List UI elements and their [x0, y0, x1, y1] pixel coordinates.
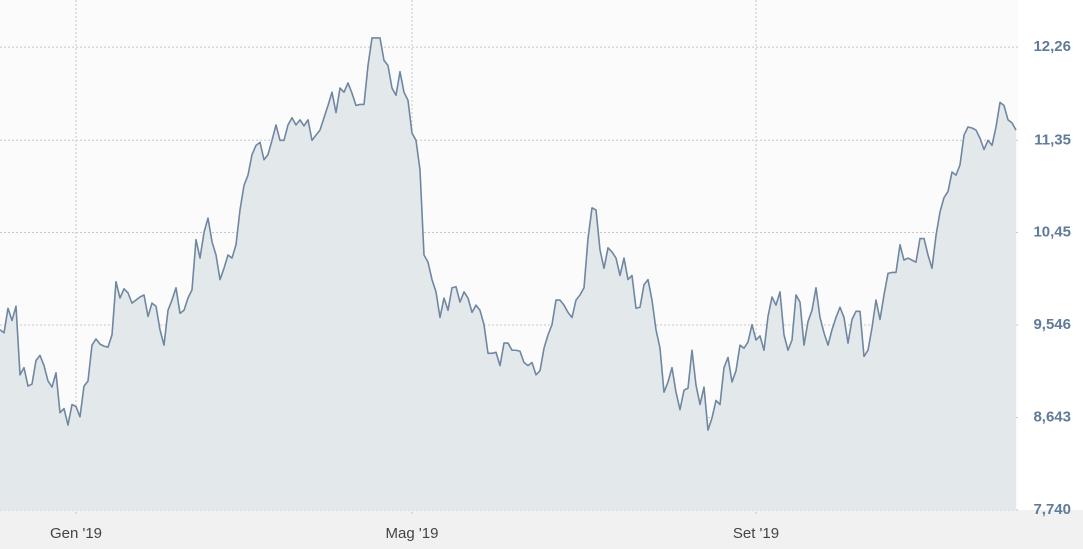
- x-tick-label: Mag '19: [386, 525, 439, 542]
- y-tick-label: 8,643: [1033, 408, 1071, 425]
- x-axis-band: [0, 510, 1083, 549]
- marks: [0, 37, 1016, 510]
- x-tick-label: Set '19: [733, 525, 779, 542]
- y-tick-label: 11,35: [1034, 131, 1071, 148]
- y-tick-label: 12,26: [1033, 38, 1071, 55]
- area: [0, 37, 1016, 510]
- y-tick-label: 7,740: [1033, 501, 1071, 518]
- y-tick-label: 9,546: [1033, 316, 1071, 333]
- line: [0, 37, 1017, 431]
- y-tick-label: 10,45: [1033, 223, 1071, 240]
- x-tick-label: Gen '19: [50, 525, 102, 542]
- labels: 7,740 8,643 9,546 10,45 11,35 12,26 Gen '19 Mag…: [50, 38, 1071, 542]
